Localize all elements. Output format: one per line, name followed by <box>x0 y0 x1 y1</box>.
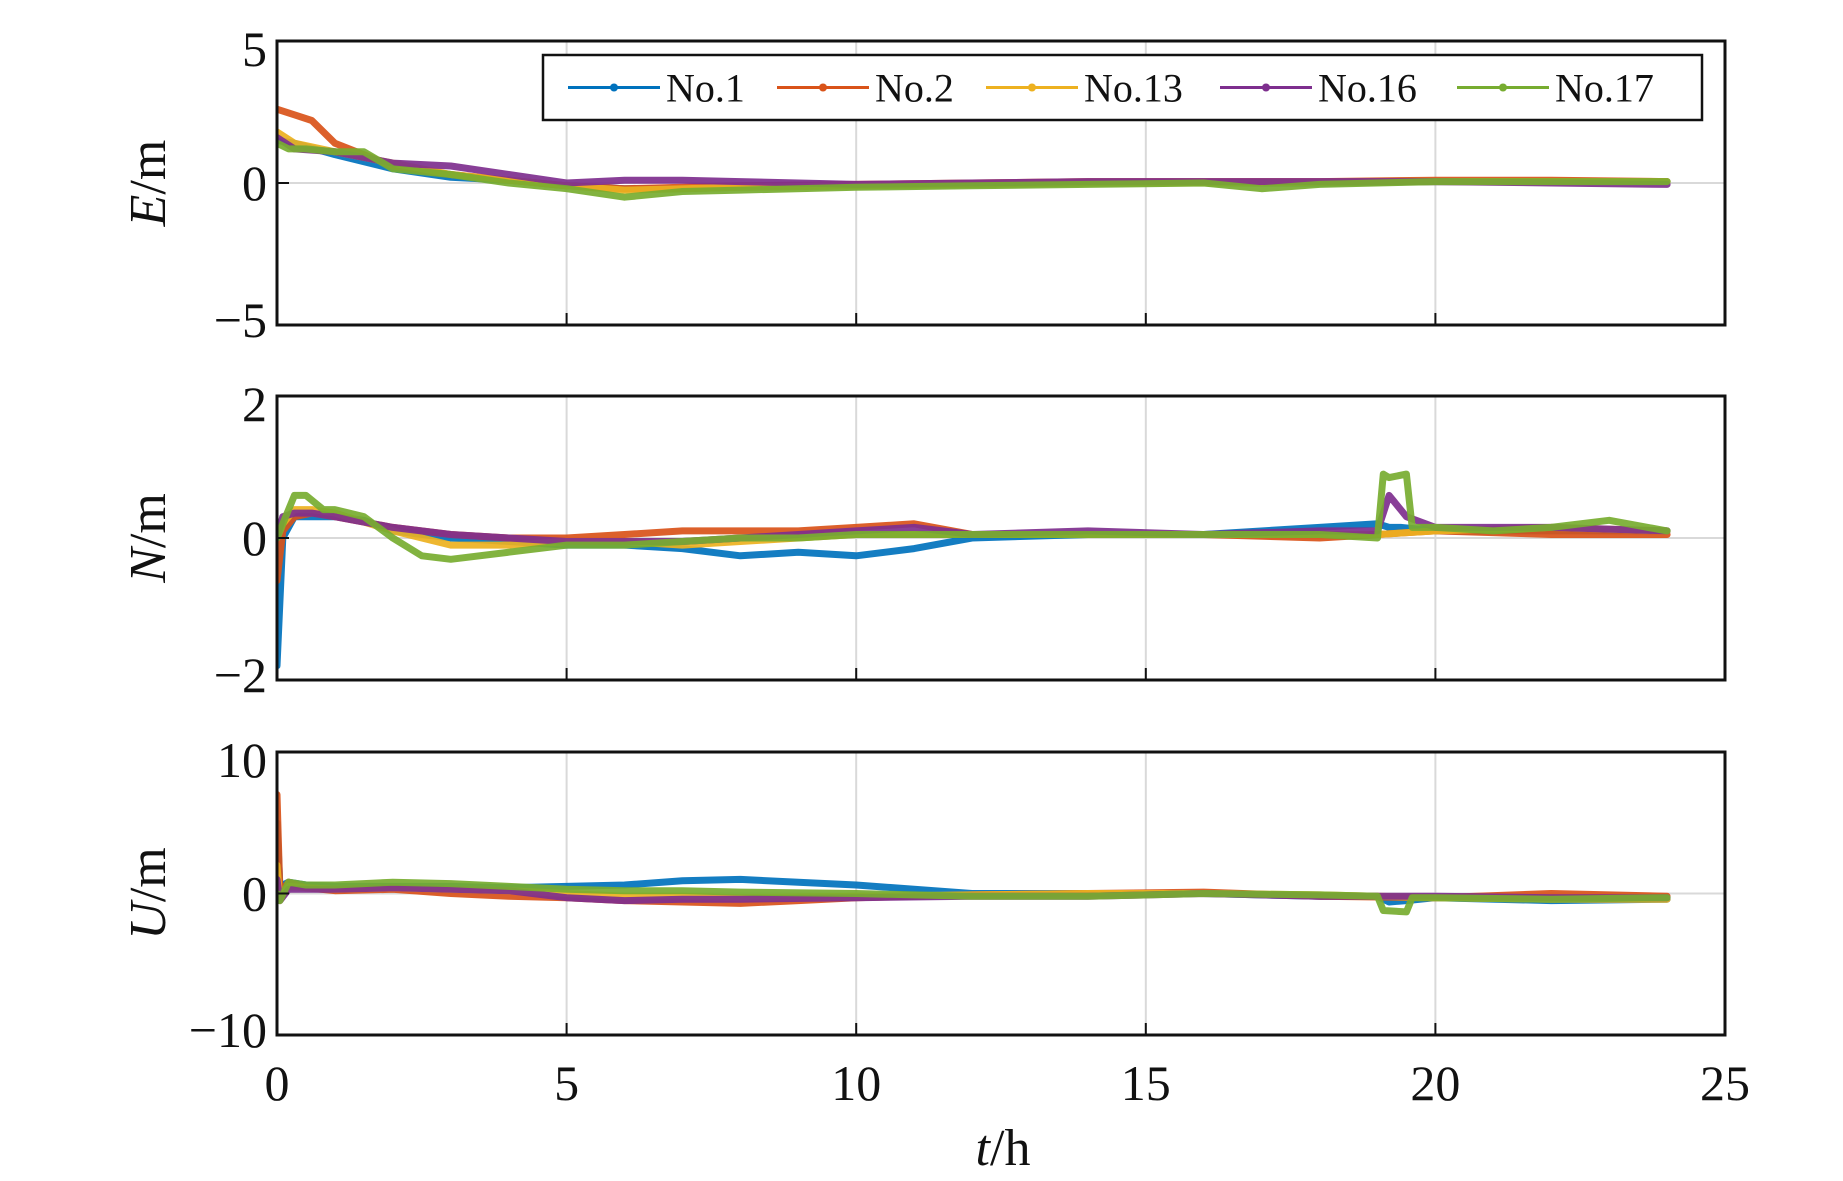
series-line-no17 <box>277 878 1671 916</box>
legend-swatch-marker <box>1262 83 1270 92</box>
y-tick-label: 0 <box>242 155 267 211</box>
y-axis-label-unit: /m <box>120 847 177 902</box>
x-tick-label: 15 <box>1121 1055 1171 1111</box>
x-tick-label: 20 <box>1410 1055 1460 1111</box>
y-axis-label-unit: /m <box>120 140 177 195</box>
legend-swatch-marker <box>610 83 618 92</box>
series-line-no17 <box>277 470 1671 563</box>
y-axis-label-symbol: U <box>120 899 177 940</box>
y-axis-label: E/m <box>120 140 177 228</box>
x-axis-label-unit: /h <box>990 1120 1030 1177</box>
panel-n: 2 0 −2 N/m <box>120 376 1727 703</box>
series-group <box>277 791 1671 916</box>
x-axis-label-symbol: t <box>976 1120 992 1177</box>
legend-label: No.1 <box>666 66 745 111</box>
y-axis-label-symbol: E <box>120 195 177 228</box>
legend: No.1 No.2 No.13 No.16 No.17 <box>541 53 1704 122</box>
legend-label: No.16 <box>1318 66 1417 111</box>
legend-label: No.17 <box>1555 66 1654 111</box>
x-tick-label: 5 <box>554 1055 579 1111</box>
legend-swatch-marker <box>1499 83 1507 92</box>
legend-label: No.2 <box>875 66 954 111</box>
y-tick-label: 0 <box>242 510 267 566</box>
panel-u: 100−10U/m0 5 10 15 20 25t/h <box>120 732 1750 1177</box>
x-axis-label: t/h <box>976 1120 1031 1177</box>
y-tick-label: −5 <box>214 292 267 348</box>
series-line-no17 <box>277 139 1671 201</box>
series-group <box>277 105 1671 201</box>
y-tick-label: −2 <box>214 647 267 703</box>
y-tick-label: 5 <box>242 21 267 77</box>
y-tick-label: −10 <box>189 1002 267 1058</box>
legend-label: No.13 <box>1084 66 1183 111</box>
y-axis-label: U/m <box>120 847 177 939</box>
x-tick-label: 25 <box>1700 1055 1750 1111</box>
legend-swatch-marker <box>819 83 827 92</box>
y-axis-label: N/m <box>120 493 177 584</box>
y-tick-label: 10 <box>217 732 267 788</box>
x-tick-label: 0 <box>265 1055 290 1111</box>
y-tick-label: 0 <box>242 866 267 922</box>
x-tick-label: 10 <box>831 1055 881 1111</box>
legend-swatch-marker <box>1028 83 1036 92</box>
series-group <box>277 470 1671 670</box>
y-tick-label: 2 <box>242 376 267 432</box>
y-axis-label-symbol: N <box>120 545 177 584</box>
panel-e: 5 0 −5 E/m No.1 No.2 No.13 No.16 No.17 <box>120 21 1727 348</box>
y-axis-label-unit: /m <box>120 493 177 548</box>
